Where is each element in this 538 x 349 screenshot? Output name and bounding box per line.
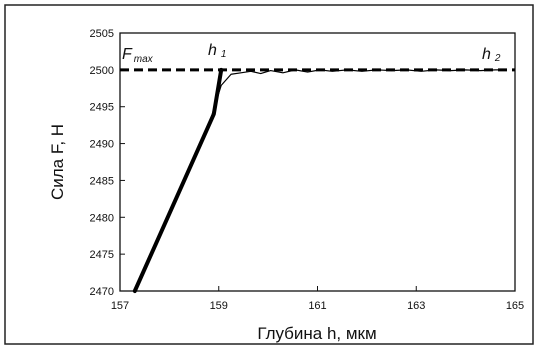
x-tick-label: 163	[407, 300, 425, 312]
y-tick-label: 2480	[90, 212, 114, 224]
series-layer	[132, 67, 506, 293]
x-tick-label: 161	[308, 300, 326, 312]
y-tick-label: 2470	[90, 286, 114, 298]
h1-annotation-sub: 1	[221, 49, 227, 60]
y-axis: 2470 2475 2480 2485 2490 2495 2500 2505	[90, 28, 125, 298]
h2-annotation-sub: 2	[494, 53, 501, 64]
y-tick-label: 2495	[90, 102, 114, 114]
h2-annotation-main: h	[482, 46, 491, 63]
plot-area	[119, 32, 516, 292]
h1-annotation-main: h	[208, 42, 217, 59]
y-axis-title: Сила F, Н	[48, 124, 67, 200]
x-tick-label: 159	[210, 300, 228, 312]
y-tick-label: 2500	[90, 65, 114, 77]
y-tick-label: 2490	[90, 139, 114, 151]
fmax-annotation-main: F	[122, 46, 133, 63]
y-tick-label: 2505	[90, 28, 114, 40]
x-tick-label: 157	[111, 300, 129, 312]
y-tick-label: 2485	[90, 175, 114, 187]
x-tick-label: 165	[506, 300, 524, 312]
fmax-annotation-sub: max	[134, 54, 154, 65]
x-axis: 157 159 161 163 165	[111, 286, 524, 312]
y-tick-label: 2475	[90, 249, 114, 261]
x-axis-title: Глубина h, мкм	[257, 324, 376, 343]
series-line-thin	[133, 69, 506, 292]
